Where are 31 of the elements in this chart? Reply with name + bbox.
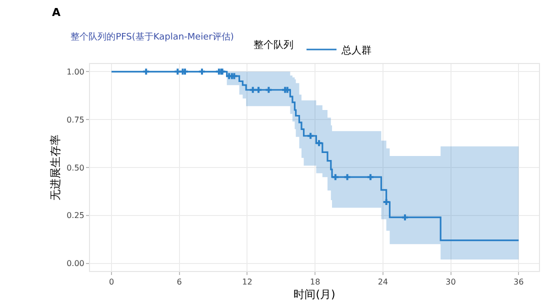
legend-label: 总人群	[340, 44, 372, 56]
x-tick-label: 36	[514, 278, 524, 287]
x-tick-label: 30	[446, 278, 456, 287]
y-tick-label: 0.00	[66, 259, 84, 268]
x-tick-label: 12	[242, 278, 252, 287]
point	[344, 174, 350, 180]
chart-title: 整个队列的PFS(基于Kaplan-Meier评估)	[70, 32, 234, 43]
x-axis-title: 时间(月)	[294, 288, 336, 301]
x-tick-label: 18	[310, 278, 320, 287]
point	[308, 132, 314, 139]
point	[256, 86, 262, 93]
point	[198, 68, 205, 75]
legend-title: 整个队列	[254, 39, 294, 51]
point	[332, 174, 338, 180]
point	[367, 174, 374, 180]
point	[143, 68, 150, 75]
point	[174, 68, 181, 75]
x-tick-label: 6	[176, 278, 182, 287]
text: A	[52, 6, 61, 19]
point	[250, 86, 256, 93]
y-tick-label: 0.50	[66, 163, 84, 172]
y-tick-label: 0.25	[66, 211, 84, 220]
y-tick-label: 0.75	[66, 115, 84, 124]
y-tick-label: 1.00	[66, 67, 84, 76]
point	[316, 140, 322, 146]
point	[266, 86, 272, 93]
point	[402, 214, 408, 220]
x-tick-label: 0	[108, 278, 114, 287]
point	[383, 199, 390, 205]
x-tick-label: 24	[378, 278, 388, 287]
y-axis-title: 无进展生存率	[49, 134, 62, 200]
